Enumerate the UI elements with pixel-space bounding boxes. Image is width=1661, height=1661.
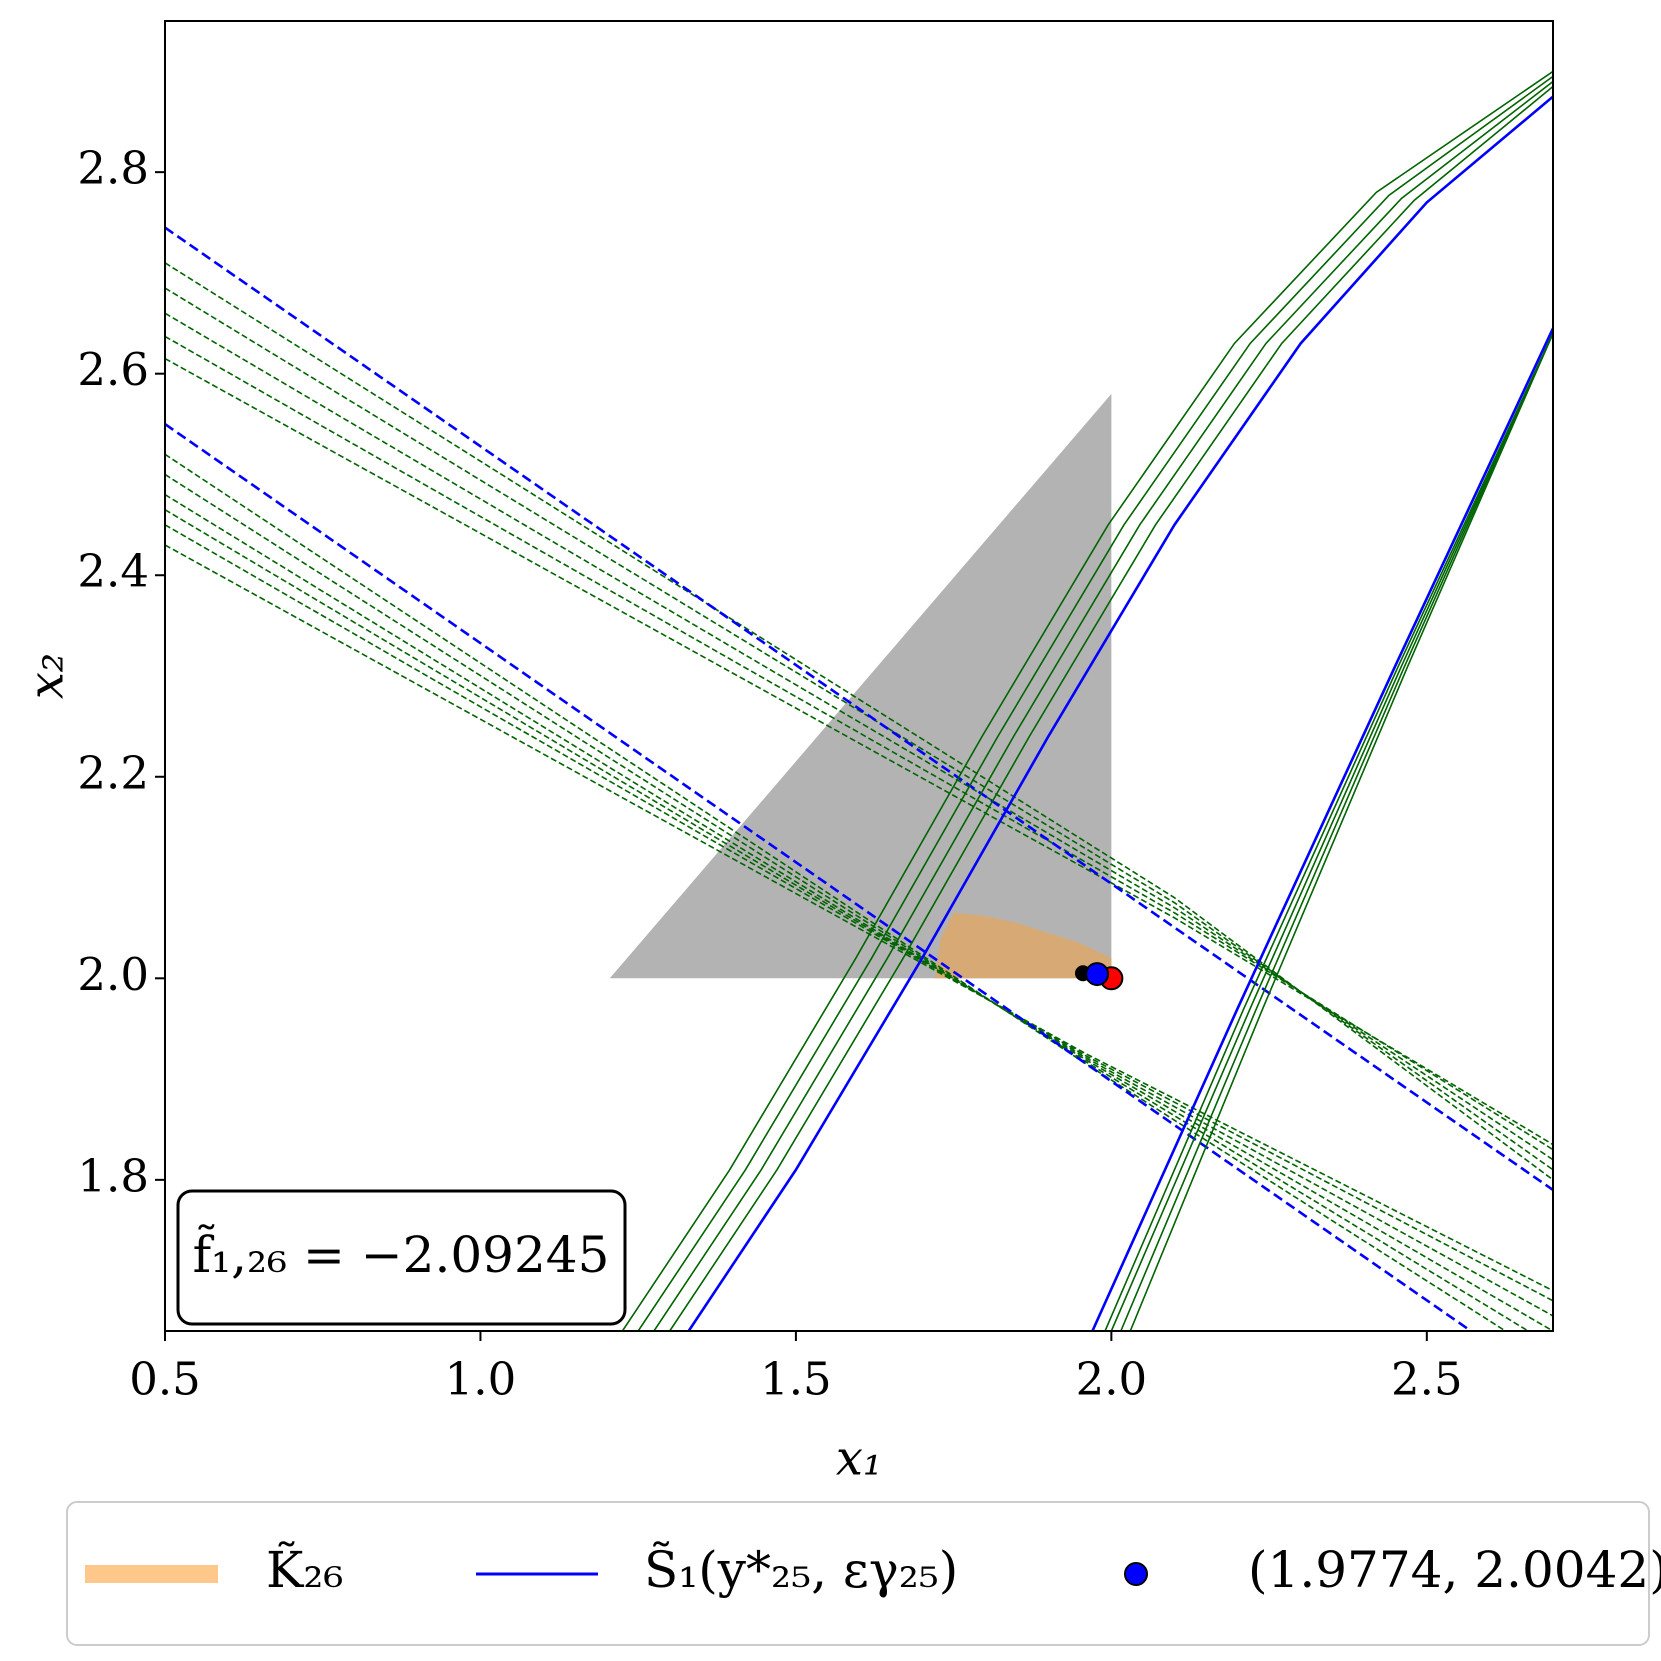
legend-label: (1.9774, 2.0042) (1248, 1541, 1661, 1599)
legend: K̃₂₆ S̃₁(y*₂₅, εγ₂₅) (1.9774, 2.0042) (85, 1540, 1661, 1599)
curve (1104, 333, 1553, 1331)
x-tick-label: 2.0 (1076, 1353, 1148, 1406)
curve (165, 423, 1472, 1331)
legend-label: K̃₂₆ (266, 1540, 343, 1599)
curve (687, 95, 1553, 1331)
legend-label: S̃₁(y*₂₅, εγ₂₅) (644, 1540, 958, 1599)
x-tick-label: 2.5 (1391, 1353, 1463, 1406)
y-tick-label: 2.8 (77, 142, 149, 195)
curve (669, 85, 1553, 1331)
legend-box (66, 1501, 1650, 1646)
y-tick-label: 2.0 (77, 948, 149, 1001)
legend-swatch (1124, 1562, 1148, 1586)
curve (1110, 333, 1553, 1331)
curve (1120, 333, 1553, 1331)
y-tick-label: 1.8 (77, 1149, 149, 1202)
legend-swatch (85, 1565, 218, 1583)
curve (165, 509, 1553, 1317)
curve (165, 357, 1553, 1146)
point (1085, 962, 1110, 987)
x-tick-label: 1.0 (445, 1353, 517, 1406)
curve (165, 335, 1553, 1151)
curve (165, 226, 1553, 1191)
y-tick-label: 2.2 (77, 746, 149, 799)
region (934, 912, 1112, 979)
curve (165, 493, 1553, 1331)
curve (653, 80, 1553, 1331)
y-tick-label: 2.4 (77, 545, 149, 598)
y-axis-label: x₂ (19, 653, 75, 699)
x-tick-label: 1.5 (760, 1353, 832, 1406)
curve (1091, 327, 1553, 1331)
plot-area (165, 70, 1553, 1331)
curve (1129, 333, 1553, 1331)
annotation: f̃₁,₂₆ = −2.09245 (193, 1223, 610, 1284)
curve (165, 524, 1553, 1302)
curve (165, 312, 1553, 1161)
x-tick-label: 0.5 (129, 1353, 201, 1406)
y-tick-label: 2.6 (77, 343, 149, 396)
axes: 0.5 1.0 1.5 2.0 2.5 1.8 2.0 2.2 2.4 2.6 2.8 (77, 142, 1462, 1406)
curve (621, 70, 1553, 1331)
curve (637, 75, 1553, 1331)
annotation-box (176, 1189, 627, 1326)
curve (165, 262, 1553, 1181)
curve (165, 287, 1553, 1171)
curve (165, 473, 1530, 1331)
x-axis-label: x₁ (836, 1431, 882, 1487)
axes-frame (164, 20, 1554, 1332)
